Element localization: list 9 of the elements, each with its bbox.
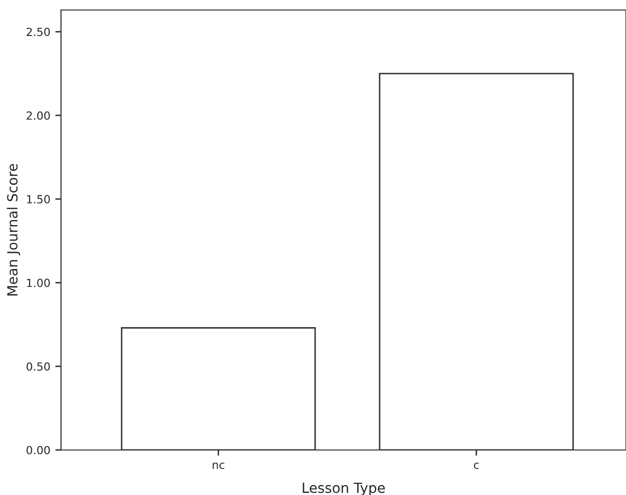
y-tick-label: 0.00: [26, 446, 50, 454]
y-axis-title: Mean Journal Score: [6, 164, 20, 296]
x-tick-label: nc: [212, 462, 224, 470]
y-tick-label: 1.00: [27, 278, 50, 288]
y-tick-label: 2.50: [26, 28, 50, 36]
y-tick-label: 2.00: [26, 111, 50, 120]
x-tick-label: c: [474, 462, 479, 470]
y-tick-label: 0.50: [26, 362, 50, 371]
y-tick-label: 1.50: [27, 195, 50, 204]
